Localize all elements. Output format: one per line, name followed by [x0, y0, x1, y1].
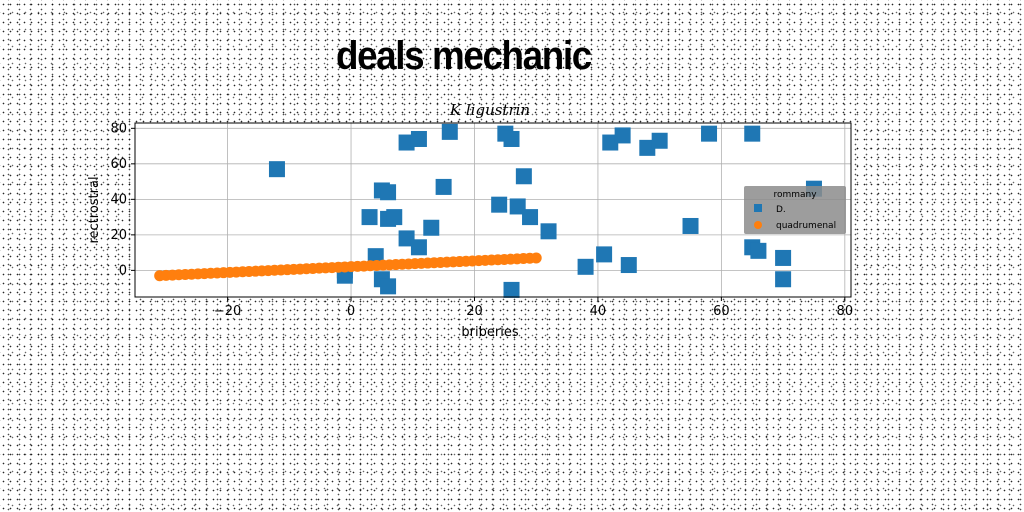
- data-point-d: [744, 125, 761, 142]
- data-point-d: [423, 219, 440, 236]
- data-point-d: [515, 168, 532, 185]
- data-marks: [154, 123, 822, 298]
- legend-marker-quadrumenal: [754, 221, 762, 229]
- legend-title: rommany: [773, 190, 817, 200]
- data-point-d: [410, 130, 427, 147]
- x-tick-label: −20: [214, 304, 241, 319]
- data-point-d: [503, 281, 520, 298]
- data-point-d: [596, 246, 613, 263]
- data-point-d: [775, 271, 792, 288]
- y-tick-label: 20: [110, 228, 127, 243]
- x-tick-label: 40: [590, 304, 607, 319]
- y-tick-label: 40: [110, 192, 127, 207]
- data-point-d: [651, 132, 668, 149]
- data-point-d: [602, 134, 619, 151]
- legend-marker-d: [754, 204, 762, 212]
- data-point-d: [491, 196, 508, 213]
- data-point-d: [503, 130, 520, 147]
- legend: rommany D. quadrumenal: [744, 186, 846, 234]
- y-tick-label: 80: [110, 121, 127, 136]
- data-point-d: [367, 248, 384, 265]
- headline-title: deals mechanic: [336, 34, 592, 78]
- x-tick-label: 0: [347, 304, 355, 319]
- data-point-d: [750, 242, 767, 259]
- data-point-d: [614, 127, 631, 144]
- legend-label-quadrumenal: quadrumenal: [776, 221, 836, 231]
- data-point-d: [380, 278, 397, 295]
- data-point-d: [620, 257, 637, 274]
- x-tick-label: 20: [466, 304, 483, 319]
- legend-box: [744, 186, 846, 234]
- data-point-d: [701, 125, 718, 142]
- data-point-d: [522, 209, 539, 226]
- data-point-d: [386, 209, 403, 226]
- y-tick-label: 0: [119, 263, 127, 278]
- data-point-d: [380, 184, 397, 201]
- x-tick-label: 80: [837, 304, 854, 319]
- y-tick-label: 60: [110, 157, 127, 172]
- data-point-d: [268, 161, 285, 178]
- grid-lines: [135, 123, 851, 297]
- data-point-d: [639, 139, 656, 156]
- axis-ticks: −20 0 20 40 60 80 0 20 40 60 80: [110, 121, 853, 319]
- chart-title: K ligustrin: [449, 101, 530, 119]
- data-point-d: [577, 258, 594, 275]
- x-axis-label: briberies: [461, 325, 518, 340]
- data-point-d: [540, 223, 557, 240]
- data-point-d: [509, 198, 526, 215]
- legend-label-d: D.: [776, 205, 786, 215]
- data-point-d: [441, 123, 458, 140]
- data-point-d: [682, 217, 699, 234]
- data-point-d: [435, 178, 452, 195]
- x-tick-label: 60: [713, 304, 730, 319]
- data-point-d: [361, 209, 378, 226]
- data-point-quadrumenal: [530, 252, 542, 264]
- y-axis-label: rectrostral: [87, 176, 102, 243]
- data-point-d: [398, 134, 415, 151]
- plot-frame: [134, 122, 852, 298]
- data-point-d: [398, 230, 415, 247]
- data-point-d: [410, 239, 427, 256]
- data-point-d: [775, 249, 792, 266]
